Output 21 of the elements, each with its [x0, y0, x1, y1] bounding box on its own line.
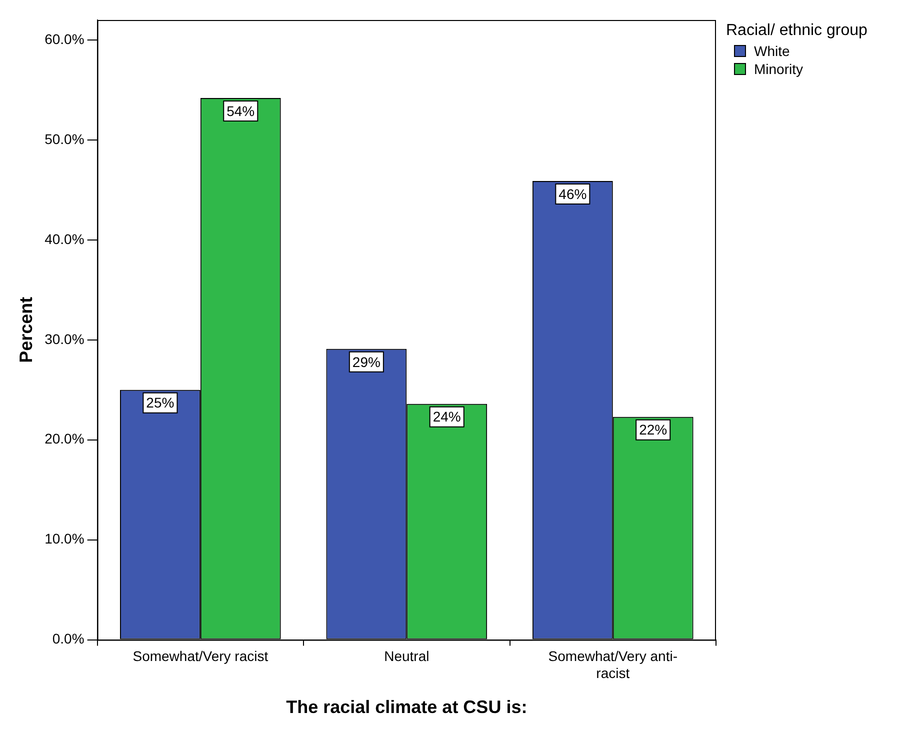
x-tick-label: Somewhat/Very racist — [132, 648, 268, 664]
y-tick-label: 50.0% — [44, 130, 84, 147]
legend-label: White — [754, 43, 790, 59]
legend-label: Minority — [754, 61, 804, 77]
y-tick-label: 30.0% — [44, 330, 84, 347]
y-axis-title: Percent — [16, 296, 36, 363]
data-label: 46% — [558, 186, 587, 202]
legend-title: Racial/ ethnic group — [726, 22, 868, 40]
x-tick-label: Somewhat/Very anti-racist — [548, 648, 678, 681]
data-label: 54% — [226, 102, 255, 119]
y-tick-label: 60.0% — [44, 30, 84, 47]
data-label: 24% — [432, 408, 461, 425]
y-tick-label: 10.0% — [44, 530, 84, 547]
data-label: 29% — [352, 354, 380, 370]
y-tick-label: 0.0% — [52, 630, 84, 647]
y-tick-label: 40.0% — [44, 230, 84, 247]
x-tick-label: Neutral — [384, 648, 430, 664]
y-tick-label: 20.0% — [44, 430, 84, 447]
x-axis-title: The racial climate at CSU is: — [286, 697, 528, 718]
data-label: 25% — [146, 394, 174, 411]
data-label: 22% — [639, 422, 668, 438]
